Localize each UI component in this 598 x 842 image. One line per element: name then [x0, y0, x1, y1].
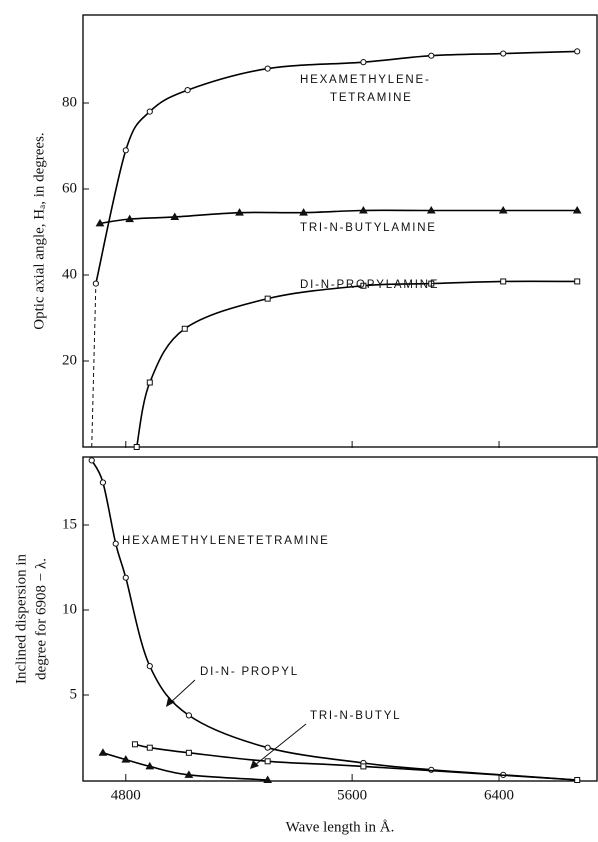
point [122, 147, 129, 154]
y-tick-label: 20 [62, 352, 77, 368]
point [574, 48, 581, 55]
point [426, 206, 436, 214]
point [146, 744, 153, 751]
series-label: TRI-N-BUTYL [310, 710, 401, 722]
y-tick-label: 80 [62, 94, 77, 110]
point [498, 206, 508, 214]
series-label: HEXAMETHYLENETETRAMINE [122, 535, 330, 547]
point [125, 214, 135, 223]
point [299, 208, 308, 216]
point [574, 777, 581, 783]
extrapolated-line [91, 283, 97, 448]
y-tick-label: 5 [70, 686, 78, 702]
y-tick-label: 40 [62, 266, 77, 282]
point [185, 712, 192, 719]
series-line [91, 460, 578, 781]
series-line [135, 280, 578, 448]
x-tick-label: 5600 [337, 787, 367, 803]
series-label: DI-N- PROPYL [200, 666, 299, 678]
y-axis-label: Optic axial angle, Hₐ, in degrees. [31, 132, 47, 329]
point [360, 282, 367, 289]
point [428, 280, 435, 287]
bottom-frame [82, 456, 598, 782]
arrow [169, 679, 196, 704]
point [359, 206, 368, 214]
point [170, 212, 180, 220]
series-label: TRI-N-BUTYLAMINE [300, 222, 437, 234]
point [99, 479, 107, 486]
point [146, 108, 153, 115]
point [112, 540, 119, 547]
point [122, 574, 129, 581]
arrow [254, 723, 307, 766]
point [145, 761, 155, 770]
y-tick-label: 15 [62, 516, 77, 532]
point [264, 295, 271, 302]
point [264, 758, 271, 765]
series-label: HEXAMETHYLENE- [300, 74, 431, 86]
point [185, 749, 192, 756]
point [131, 741, 138, 748]
point [500, 278, 507, 285]
point [574, 278, 581, 285]
point [184, 87, 191, 94]
point [572, 206, 582, 214]
point [146, 663, 153, 670]
x-axis-label: Wave length in Å. [286, 819, 395, 835]
y-axis-label: Inclined dispersion in [13, 554, 29, 684]
point [133, 444, 140, 450]
point [88, 457, 95, 464]
point [428, 52, 435, 59]
point [181, 325, 188, 332]
point [121, 755, 131, 763]
x-tick-label: 4800 [111, 787, 141, 803]
point [500, 50, 507, 57]
y-axis-label: degree for 6908 − λ. [33, 558, 49, 680]
point [264, 744, 271, 751]
point [184, 770, 194, 778]
arrow-head [250, 760, 259, 769]
top-frame [82, 14, 598, 448]
x-tick-label: 6400 [484, 787, 514, 803]
y-tick-label: 10 [62, 601, 77, 617]
series-line [95, 50, 578, 284]
point [98, 748, 108, 756]
series-label: DI-N-PROPYLAMINE [300, 279, 439, 291]
point [235, 208, 244, 216]
point [263, 775, 273, 783]
point [146, 379, 153, 386]
series-line [102, 752, 268, 781]
series-label: TETRAMINE [330, 92, 413, 104]
point [360, 763, 367, 770]
point [360, 59, 367, 66]
point [95, 218, 105, 227]
arrow-head [166, 698, 175, 707]
y-tick-label: 60 [62, 180, 77, 196]
point [92, 280, 99, 287]
point [264, 65, 271, 72]
